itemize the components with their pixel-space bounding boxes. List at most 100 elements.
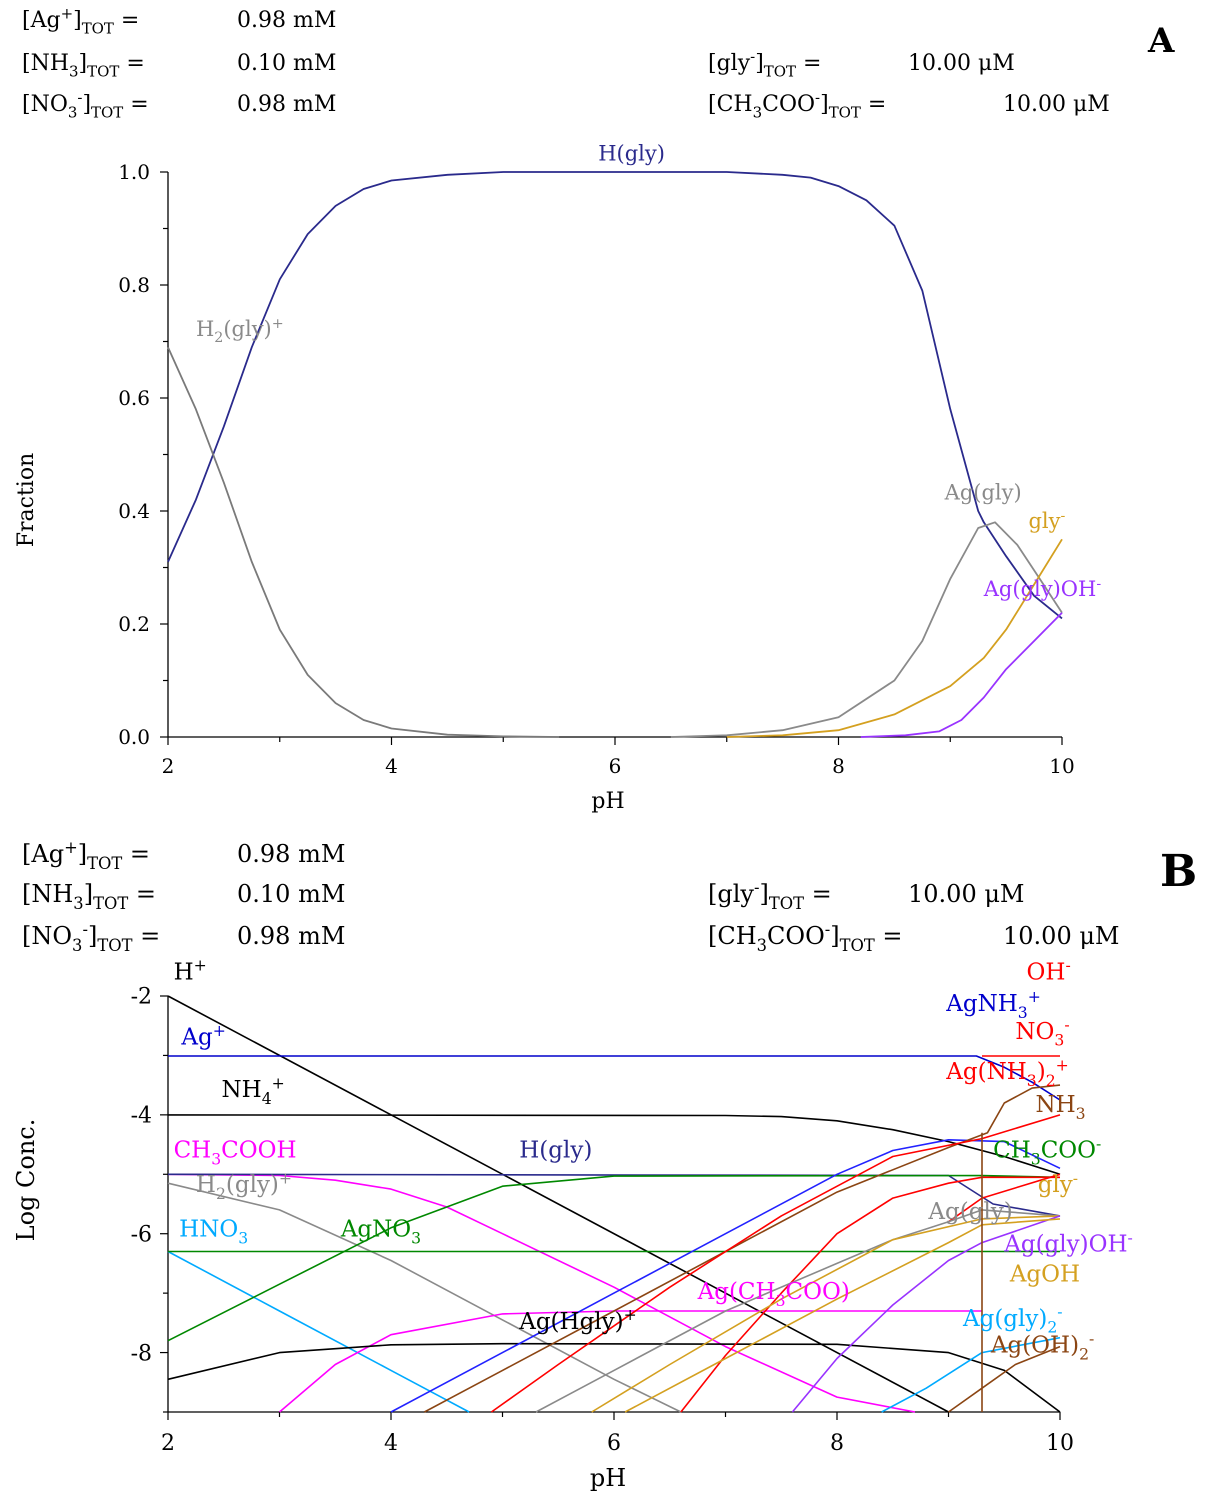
panel-b-conditions: [Ag+]TOT = 0.98 mM [NH3]TOT = 0.10 mM [NO3-]… — [22, 838, 1120, 955]
chart-b-series — [167, 995, 1061, 1413]
series-ag-gly — [670, 521, 1063, 738]
series-ag-gly-2 — [881, 1336, 1061, 1413]
condition-ag-l: [Ag+]TOT = — [22, 838, 150, 873]
condition-value: 10.00 μM — [908, 51, 1015, 76]
series-label-ag-gly-oh: Ag(gly)OH- — [983, 576, 1102, 601]
series-h-gly — [167, 1173, 1061, 1217]
condition-value: 0.98 mM — [237, 8, 336, 33]
series-label-ag-gly-oh: Ag(gly)OH- — [1003, 1228, 1133, 1258]
series-ag-ch3coo — [278, 1310, 982, 1413]
series-label-ag-ch3coo: Ag(CH3COO) — [697, 1279, 850, 1310]
condition-no-l: [NO3-]TOT = — [22, 89, 149, 122]
chart-b-axes: 2 4 6 8 10 -2 -4 -6 -8 — [131, 985, 1074, 1456]
x-tick-label: 6 — [607, 1431, 621, 1456]
series-label-ag-gly: Ag(gly) — [927, 1199, 1012, 1225]
series-h — [167, 995, 949, 1413]
condition-gly-r: [gly-]TOT = — [708, 48, 821, 81]
y-tick-label: 0.0 — [118, 725, 150, 749]
panel-a: [Ag+]TOT = 0.98 mM [NH3]TOT = 0.10 mM [NO3-]… — [14, 5, 1175, 814]
condition-value: 0.10 mM — [237, 880, 345, 908]
panel-a-letter: A — [1147, 21, 1175, 61]
series-ag-gly-2 — [591, 1215, 1061, 1413]
series-hno3 — [167, 1250, 470, 1413]
series-label-nh3: NH3 — [1035, 1092, 1085, 1123]
panel-a-conditions: [Ag+]TOT = 0.98 mM [NH3]TOT = 0.10 mM [NO3-]… — [22, 5, 1110, 122]
series-agoh — [624, 1218, 1061, 1413]
series-ag-hgly — [167, 1342, 1061, 1413]
y-tick-label: -8 — [131, 1341, 152, 1366]
series-nh4 — [167, 1114, 1061, 1176]
chart-b-labels: H+ Ag+ NH4+ CH3COOH H(gly) H2(gly)+ HNO3 AgNO3 A… — [174, 956, 1133, 1364]
series-ch3coo — [390, 1139, 1061, 1413]
series-label-agoh: AgOH — [1009, 1261, 1080, 1287]
y-tick-label: -6 — [131, 1222, 152, 1247]
condition-no-l: [NO3-]TOT = — [22, 920, 160, 955]
series-label-h-gly: H(gly) — [598, 142, 665, 166]
panel-b: [Ag+]TOT = 0.98 mM [NH3]TOT = 0.10 mM [NO3-]… — [12, 838, 1197, 1492]
y-tick-label: -4 — [131, 1104, 152, 1129]
x-tick-label: 2 — [161, 1431, 175, 1456]
series-label-gly: gly- — [1028, 508, 1065, 533]
condition-value: 10.00 μM — [1003, 922, 1120, 950]
y-tick-label: 0.8 — [118, 273, 150, 297]
chart-a-axes: 2 4 6 8 10 0.0 0.2 0.4 0.6 0.8 1.0 — [118, 160, 1075, 778]
chart-a-series — [167, 171, 1063, 738]
condition-gly-r: [gly-]TOT = — [708, 878, 832, 913]
series-label-agnh3: AgNH3+ — [945, 987, 1041, 1022]
x-tick-label: 8 — [832, 754, 845, 778]
panel-b-letter: B — [1160, 846, 1197, 897]
series-ag-gly-oh — [860, 612, 1063, 738]
series-ag-gly — [535, 1209, 1061, 1413]
chart-a-labels: H(gly) H2(gly)+ Ag(gly)gly- Ag(gly)OH- — [196, 142, 1101, 601]
condition-value: 10.00 μM — [1003, 92, 1110, 117]
series-label-nh4: NH4+ — [222, 1073, 285, 1108]
series-label-gly: gly- — [1038, 1168, 1078, 1198]
series-label-ag-gly: Ag(gly) — [944, 481, 1022, 505]
x-tick-label: 8 — [830, 1431, 844, 1456]
x-tick-label: 10 — [1046, 1431, 1074, 1456]
y-tick-label: -2 — [131, 985, 152, 1010]
series-h-gly — [167, 171, 1063, 620]
series-label-h2-gly: H2(gly)+ — [196, 316, 284, 346]
condition-value: 0.98 mM — [237, 92, 336, 117]
condition-value: 0.10 mM — [237, 51, 336, 76]
condition-value: 10.00 μM — [908, 880, 1025, 908]
condition-value: 0.98 mM — [237, 922, 345, 950]
x-tick-label: 4 — [385, 754, 398, 778]
condition-nh-l: [NH3]TOT = — [22, 880, 156, 913]
chart-a-ylabel: Fraction — [14, 453, 39, 548]
x-tick-label: 10 — [1049, 754, 1074, 778]
condition-nh-l: [NH3]TOT = — [22, 51, 145, 81]
series-label-ag-nh3: Ag(NH3)2+ — [945, 1056, 1068, 1091]
series-label-no3: NO3- — [1015, 1015, 1069, 1050]
y-tick-label: 0.6 — [118, 386, 150, 410]
series-ag — [168, 1055, 1061, 1101]
series-ag-gly-oh — [791, 1215, 1061, 1413]
y-tick-label: 0.4 — [118, 499, 150, 523]
condition-ag-l: [Ag+]TOT = — [22, 5, 139, 38]
series-label-ch3coo: CH3COO- — [993, 1134, 1101, 1169]
series-gly — [726, 538, 1063, 738]
series-label-ag: Ag+ — [180, 1021, 225, 1051]
series-label-agno3: AgNO3 — [340, 1217, 421, 1248]
series-label-h-gly: H(gly) — [519, 1138, 592, 1164]
series-label-ag-gly-2: Ag(gly)2- — [962, 1302, 1063, 1337]
x-tick-label: 4 — [384, 1431, 398, 1456]
chart-b: 2 4 6 8 10 -2 -4 -6 -8 H+ Ag+ NH4+ CH3COOH H(gly) H2(… — [12, 956, 1133, 1492]
series-h2-gly — [167, 346, 560, 738]
series-label-hno3: HNO3 — [179, 1217, 248, 1248]
series-agnh3 — [680, 1176, 1060, 1413]
condition-chcoo-r: [CH3COO-]TOT = — [708, 920, 903, 955]
series-label-oh: OH- — [1027, 956, 1071, 986]
series-ag-oh-2 — [948, 1345, 1061, 1413]
series-nh3 — [424, 1084, 1061, 1413]
chart-a: 2 4 6 8 10 0.0 0.2 0.4 0.6 0.8 1.0 H(gly) H2(gly)+ A… — [14, 142, 1101, 814]
chart-b-ylabel: Log Conc. — [12, 1119, 40, 1242]
series-label-h: H+ — [174, 956, 207, 986]
series-ch3cooh — [167, 1173, 916, 1413]
chart-b-xlabel: pH — [590, 1464, 626, 1492]
condition-chcoo-r: [CH3COO-]TOT = — [708, 89, 886, 122]
y-tick-label: 0.2 — [118, 612, 150, 636]
series-label-h2-gly: H2(gly)+ — [196, 1168, 292, 1203]
condition-value: 0.98 mM — [237, 840, 345, 868]
